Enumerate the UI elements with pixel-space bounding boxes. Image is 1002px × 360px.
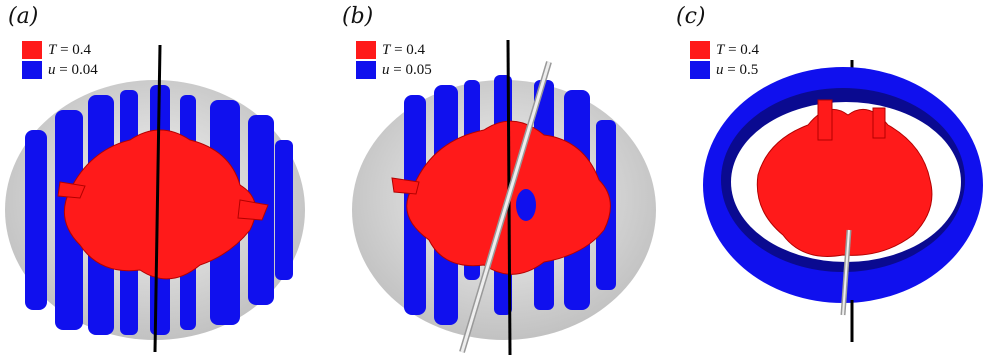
red-swatch [690,41,710,59]
legend-value: = 0.04 [55,61,98,78]
legend-value: = 0.5 [723,61,759,78]
panel-c: (c) T = 0.4 u = 0.5 [668,0,1002,360]
panel-a: (a) T = 0.4 u = 0.04 [0,0,334,360]
temperature-isosurface [57,129,269,280]
legend-item-velocity: u = 0.05 [356,60,432,80]
panel-label: (a) [8,4,39,29]
legend-variable: u [48,61,56,78]
legend-item-temperature: T = 0.4 [690,40,759,60]
blue-swatch [356,61,376,79]
panel-a-visualization [5,44,305,353]
legend-variable: T [48,41,57,58]
legend-item-temperature: T = 0.4 [356,40,432,60]
rotation-axis [153,44,162,353]
legend-value: = 0.4 [390,41,426,58]
legend-variable: u [382,61,390,78]
blue-swatch [690,61,710,79]
panel-b-visualization [352,39,656,356]
blue-swatch [22,61,42,79]
red-swatch [356,41,376,59]
legend-variable: u [716,61,724,78]
legend-value: = 0.05 [389,61,432,78]
legend: T = 0.4 u = 0.04 [22,40,98,80]
panel-label: (c) [676,4,706,29]
legend: T = 0.4 u = 0.05 [356,40,432,80]
panel-c-visualization [703,60,983,342]
legend-variable: T [716,41,725,58]
legend-item-velocity: u = 0.5 [690,60,759,80]
legend: T = 0.4 u = 0.5 [690,40,759,80]
red-swatch [22,41,42,59]
legend-variable: T [382,41,391,58]
tilted-axis-highlight [460,61,551,353]
legend-value: = 0.4 [724,41,760,58]
panel-b: (b) T = 0.4 u = 0.05 [334,0,668,360]
temperature-isosurface [756,99,933,257]
panel-label: (b) [342,4,374,29]
legend-value: = 0.4 [56,41,92,58]
legend-item-temperature: T = 0.4 [22,40,98,60]
legend-item-velocity: u = 0.04 [22,60,98,80]
tilted-axis-highlight [842,229,850,316]
